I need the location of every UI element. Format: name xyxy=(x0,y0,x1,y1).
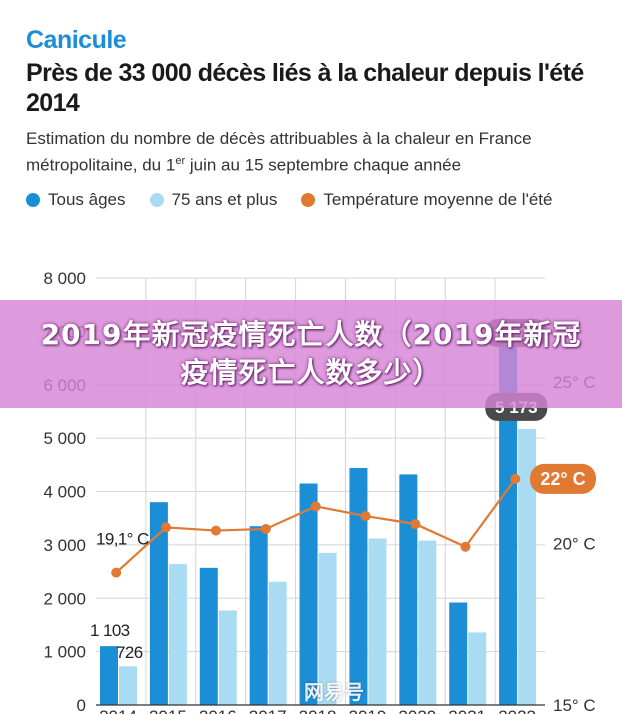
data-label-last-temperature: 22° C xyxy=(540,469,585,489)
y-tick-label: 3 000 xyxy=(43,536,86,555)
y-tick-label: 5 000 xyxy=(43,429,86,448)
y-tick-label: 4 000 xyxy=(43,483,86,502)
y-tick-label: 8 000 xyxy=(43,269,86,288)
subtitle-superscript: er xyxy=(175,155,186,167)
bar-over-75 xyxy=(168,564,187,705)
bar-all-ages xyxy=(149,502,168,705)
y2-tick-label: 20° C xyxy=(553,535,596,554)
y-tick-label: 1 000 xyxy=(43,643,86,662)
bar-over-75 xyxy=(418,540,437,705)
legend-swatch-temperature xyxy=(301,193,316,207)
x-tick-label: 2017 xyxy=(249,707,287,714)
legend-label-temperature: Température moyenne de l'été xyxy=(323,190,553,209)
bar-over-75 xyxy=(119,666,137,705)
bar-all-ages xyxy=(449,602,468,705)
temperature-point xyxy=(510,473,521,484)
x-tick-label: 2016 xyxy=(199,707,237,714)
data-label-first-temperature: 19,1° C xyxy=(96,530,149,549)
bar-over-75 xyxy=(518,428,537,705)
x-tick-label: 2020 xyxy=(398,707,436,714)
bar-all-ages xyxy=(499,333,518,705)
x-tick-label: 2019 xyxy=(349,707,387,714)
bar-all-ages xyxy=(349,468,368,705)
legend-swatch-over-75 xyxy=(149,193,164,207)
x-tick-label: 2018 xyxy=(299,707,337,714)
overlay-banner-text: 2019年新冠疫情死亡人数（2019年新冠疫情死亡人数多少） xyxy=(40,318,582,389)
legend-label-all-ages: Tous âges xyxy=(48,190,126,209)
x-tick-label: 2015 xyxy=(149,707,187,714)
temperature-point xyxy=(260,523,271,534)
temperature-point xyxy=(460,541,471,552)
bar-all-ages xyxy=(100,646,118,705)
overlay-banner: 2019年新冠疫情死亡人数（2019年新冠疫情死亡人数多少） xyxy=(0,300,622,408)
x-tick-label: 2021 xyxy=(448,707,486,714)
bar-all-ages xyxy=(249,526,268,705)
bar-over-75 xyxy=(468,632,487,705)
temperature-point xyxy=(111,567,122,578)
bar-all-ages xyxy=(299,483,318,705)
y-tick-label: 0 xyxy=(77,696,86,714)
bar-all-ages xyxy=(199,567,218,705)
legend-swatch-all-ages xyxy=(26,193,40,207)
temperature-point xyxy=(161,522,172,533)
chart-kicker: Canicule xyxy=(26,26,127,54)
bar-over-75 xyxy=(218,610,237,705)
temperature-point xyxy=(310,501,321,512)
chart-subtitle: Estimation du nombre de décès attribuabl… xyxy=(26,127,606,177)
temperature-point xyxy=(210,525,221,536)
data-label-first-over-75: 726 xyxy=(116,643,143,662)
x-tick-label: 2014 xyxy=(99,707,137,714)
legend-item-all-ages: Tous âges xyxy=(26,190,126,210)
temperature-point xyxy=(410,519,421,530)
subtitle-text-end: juin au 15 septembre chaque année xyxy=(185,155,462,175)
legend-item-temperature: Température moyenne de l'été xyxy=(301,190,552,210)
bar-over-75 xyxy=(318,552,337,705)
watermark-logo: 网易号 xyxy=(304,680,364,704)
chart-legend: Tous âges 75 ans et plus Température moy… xyxy=(26,188,576,212)
bar-over-75 xyxy=(268,581,287,705)
legend-label-over-75: 75 ans et plus xyxy=(171,190,278,209)
y-tick-label: 2 000 xyxy=(43,589,86,608)
x-tick-label: 2022 xyxy=(498,707,536,714)
bar-all-ages xyxy=(399,474,418,705)
callout-last-temperature-bg xyxy=(530,463,596,494)
y2-tick-label: 15° C xyxy=(553,696,596,714)
subtitle-text: Estimation du nombre de décès attribuabl… xyxy=(26,129,532,175)
data-label-first-all-ages: 1 103 xyxy=(90,621,130,640)
temperature-point xyxy=(360,511,371,522)
legend-item-over-75: 75 ans et plus xyxy=(149,190,278,210)
chart-title: Près de 33 000 décès liés à la chaleur d… xyxy=(26,59,584,117)
bar-over-75 xyxy=(368,538,387,705)
